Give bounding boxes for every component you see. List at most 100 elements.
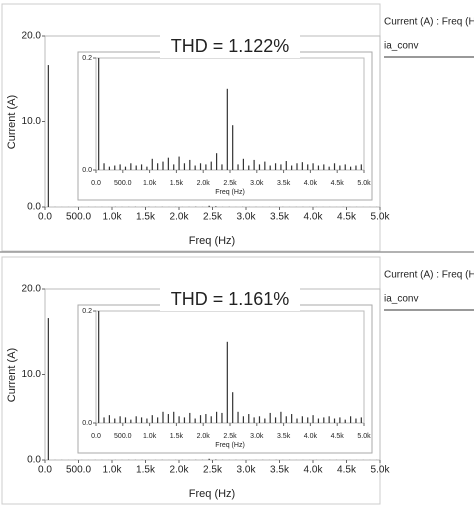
y-axis-label: Current (A) <box>6 95 18 149</box>
bar <box>333 163 336 170</box>
bar <box>47 318 49 460</box>
bar <box>221 412 223 423</box>
bar <box>173 411 175 423</box>
bar <box>199 415 202 423</box>
y-tick-label: 10.0 <box>22 369 42 380</box>
bar <box>344 164 346 170</box>
bar <box>215 206 217 207</box>
x-tick-label: 500.0 <box>66 465 91 476</box>
bar <box>157 417 159 423</box>
legend-entry: ia_conv <box>384 294 418 305</box>
bar <box>269 165 271 170</box>
x-tick-label: 2.5k <box>223 180 237 187</box>
y-tick-label: 0.0 <box>82 167 92 174</box>
y-tick-label: 0.0 <box>27 202 41 213</box>
bar <box>323 164 325 170</box>
x-tick-label: 3.5k <box>270 212 290 223</box>
panel: Current (A) : Freq (Hz) ia_conv 0.0 10.0 20.… <box>1 3 474 252</box>
bar <box>280 411 282 423</box>
bar <box>216 411 218 423</box>
x-tick-label: 4.5k <box>337 465 357 476</box>
bar <box>274 163 277 170</box>
bar <box>307 417 309 423</box>
bar <box>317 418 320 423</box>
bar <box>264 161 266 170</box>
x-tick-label: 2.0k <box>197 180 211 187</box>
bar <box>183 417 186 423</box>
bar <box>162 161 164 170</box>
bar <box>301 162 303 170</box>
x-tick-label: 1.5k <box>170 433 184 440</box>
x-tick-label: 1.5k <box>170 180 184 187</box>
bar <box>114 418 116 423</box>
x-tick-label: 5.0k <box>371 465 391 476</box>
x-tick-label: 1.5k <box>136 212 156 223</box>
x-tick-label: 4.5k <box>337 212 357 223</box>
bar <box>194 165 196 170</box>
bar <box>205 164 207 170</box>
y-tick-label: 20.0 <box>22 31 42 42</box>
bar <box>178 156 180 170</box>
bar <box>296 163 298 170</box>
x-tick-label: 3.0k <box>237 465 257 476</box>
x-tick-label: 3.5k <box>270 465 290 476</box>
bar <box>157 163 159 170</box>
bar <box>119 164 121 170</box>
x-tick-label: 5.0k <box>357 180 371 187</box>
bar <box>253 417 255 423</box>
x-tick-label: 0.0 <box>91 433 101 440</box>
bars <box>47 318 378 460</box>
bar <box>162 411 164 423</box>
bar <box>119 416 121 423</box>
bar <box>339 417 341 423</box>
bar <box>269 412 271 423</box>
x-tick-label: 4.0k <box>304 212 324 223</box>
bar <box>151 415 153 423</box>
x-tick-label: 2.5k <box>203 212 223 223</box>
y-tick-label: 20.0 <box>22 284 42 295</box>
bar <box>167 157 169 170</box>
bar <box>130 419 132 423</box>
plot-area <box>95 57 365 171</box>
x-tick-label: 1.0k <box>143 180 157 187</box>
bar <box>151 158 153 170</box>
bar <box>317 165 320 170</box>
bar <box>264 418 266 423</box>
x-tick-label: 2.5k <box>223 433 237 440</box>
x-tick-label: 3.0k <box>250 180 264 187</box>
x-tick-label: 3.0k <box>237 212 257 223</box>
y-axis-label: Current (A) <box>6 348 18 402</box>
bar <box>344 419 346 423</box>
bar <box>248 165 250 170</box>
bar <box>242 158 244 170</box>
bar <box>360 417 362 423</box>
x-tick-label: 0.0 <box>38 212 52 223</box>
bar <box>98 58 100 170</box>
x-tick-label: 3.5k <box>277 180 291 187</box>
bar <box>226 341 228 423</box>
bar <box>221 164 223 170</box>
bar <box>360 164 362 170</box>
bar <box>216 153 218 170</box>
bar <box>258 164 261 170</box>
bar <box>291 414 293 423</box>
bars <box>98 58 362 170</box>
bar <box>208 205 210 207</box>
x-tick-label: 4.5k <box>331 180 345 187</box>
x-tick-label: 2.0k <box>197 433 211 440</box>
title-bg <box>160 287 300 311</box>
bar <box>232 125 234 170</box>
x-axis-label: Freq (Hz) <box>189 235 235 247</box>
bar <box>237 164 239 170</box>
bar <box>328 166 330 170</box>
bar <box>114 165 116 170</box>
bars <box>98 311 362 423</box>
bar <box>103 417 105 423</box>
x-tick-label: 1.0k <box>143 433 157 440</box>
bar <box>140 417 143 423</box>
bar <box>350 416 352 423</box>
bar <box>183 163 186 170</box>
x-tick-label: 500.0 <box>66 212 91 223</box>
x-tick-label: 5.0k <box>357 433 371 440</box>
